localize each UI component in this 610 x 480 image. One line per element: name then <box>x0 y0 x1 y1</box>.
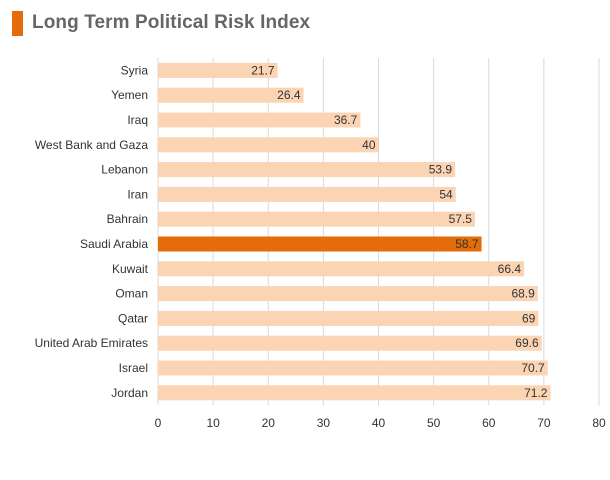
x-tick-label: 80 <box>592 416 606 430</box>
bar <box>158 112 361 128</box>
bar <box>158 310 539 326</box>
x-tick-label: 50 <box>427 416 441 430</box>
category-label: Qatar <box>118 311 148 325</box>
value-label: 21.7 <box>251 63 275 77</box>
value-label: 53.9 <box>429 163 453 177</box>
value-label: 58.7 <box>455 237 479 251</box>
x-tick-label: 70 <box>537 416 551 430</box>
bar <box>158 286 538 302</box>
value-label: 57.5 <box>449 212 473 226</box>
category-label: West Bank and Gaza <box>35 138 149 152</box>
chart-title-block: Long Term Political Risk Index <box>12 10 310 36</box>
category-label: Iraq <box>127 113 148 127</box>
value-label: 54 <box>439 187 453 201</box>
x-tick-label: 0 <box>155 416 162 430</box>
value-label: 36.7 <box>334 113 358 127</box>
category-label: Israel <box>119 361 148 375</box>
category-label: Iran <box>127 187 148 201</box>
title-accent-marker <box>12 10 23 36</box>
value-label: 69.6 <box>515 336 539 350</box>
x-tick-label: 10 <box>206 416 220 430</box>
category-label: Bahrain <box>107 212 148 226</box>
category-label: Saudi Arabia <box>80 237 148 251</box>
bar <box>158 211 475 227</box>
x-tick-label: 40 <box>372 416 386 430</box>
bar <box>158 186 456 202</box>
bar <box>158 335 542 351</box>
x-tick-label: 30 <box>317 416 331 430</box>
bar <box>158 162 456 178</box>
x-tick-label: 60 <box>482 416 496 430</box>
value-label: 69 <box>522 311 536 325</box>
bar <box>158 87 304 103</box>
category-label: Yemen <box>111 88 148 102</box>
value-label: 66.4 <box>498 262 522 276</box>
category-label: Lebanon <box>101 163 148 177</box>
category-label: Kuwait <box>112 262 149 276</box>
value-label: 70.7 <box>521 361 545 375</box>
value-label: 68.9 <box>511 287 535 301</box>
category-label: Syria <box>121 63 149 77</box>
bar <box>158 261 525 277</box>
category-label: United Arab Emirates <box>35 336 148 350</box>
bar <box>158 360 548 376</box>
chart-title: Long Term Political Risk Index <box>32 12 311 33</box>
bar <box>158 137 379 153</box>
value-label: 71.2 <box>524 386 548 400</box>
bar <box>158 62 278 78</box>
bar <box>158 385 551 401</box>
category-label: Jordan <box>111 386 148 400</box>
value-label: 26.4 <box>277 88 301 102</box>
x-tick-label: 20 <box>262 416 276 430</box>
category-label: Oman <box>115 287 148 301</box>
value-label: 40 <box>362 138 376 152</box>
bar-highlight <box>158 236 482 252</box>
